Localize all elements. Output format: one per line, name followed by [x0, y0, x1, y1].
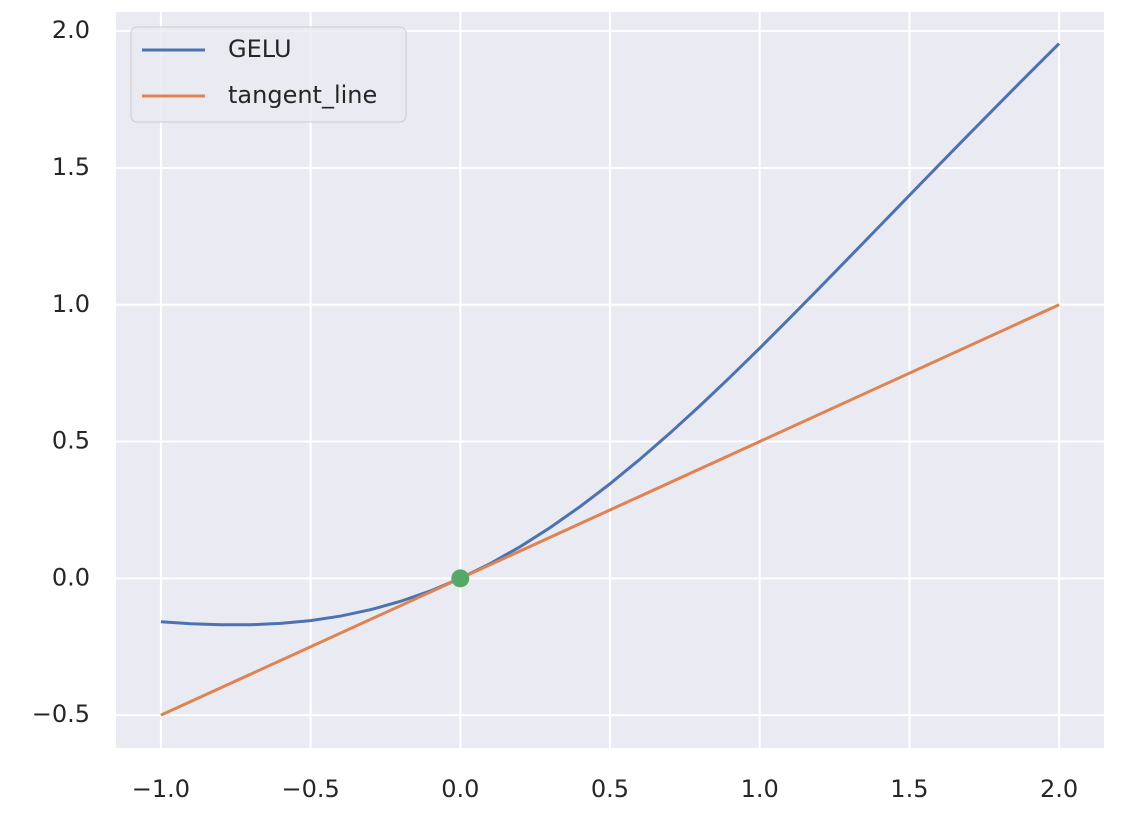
legend-label: tangent_line [228, 81, 377, 109]
x-tick-label: −0.5 [281, 775, 339, 803]
y-tick-label: 1.0 [52, 290, 90, 318]
x-tick-label: 0.5 [591, 775, 629, 803]
y-tick-label: 2.0 [52, 16, 90, 44]
y-tick-label: −0.5 [32, 700, 90, 728]
legend-label: GELU [228, 35, 292, 63]
x-tick-label: −1.0 [132, 775, 190, 803]
x-tick-label: 1.5 [890, 775, 928, 803]
y-tick-label: 0.0 [52, 563, 90, 591]
point [451, 569, 470, 588]
line [160, 42, 1061, 627]
line [160, 303, 1060, 717]
y-tick-label: 1.5 [52, 153, 90, 181]
x-tick-label: 2.0 [1040, 775, 1078, 803]
x-tick-label: 0.0 [441, 775, 479, 803]
x-tick-label: 1.0 [741, 775, 779, 803]
y-tick-label: 0.5 [52, 427, 90, 455]
